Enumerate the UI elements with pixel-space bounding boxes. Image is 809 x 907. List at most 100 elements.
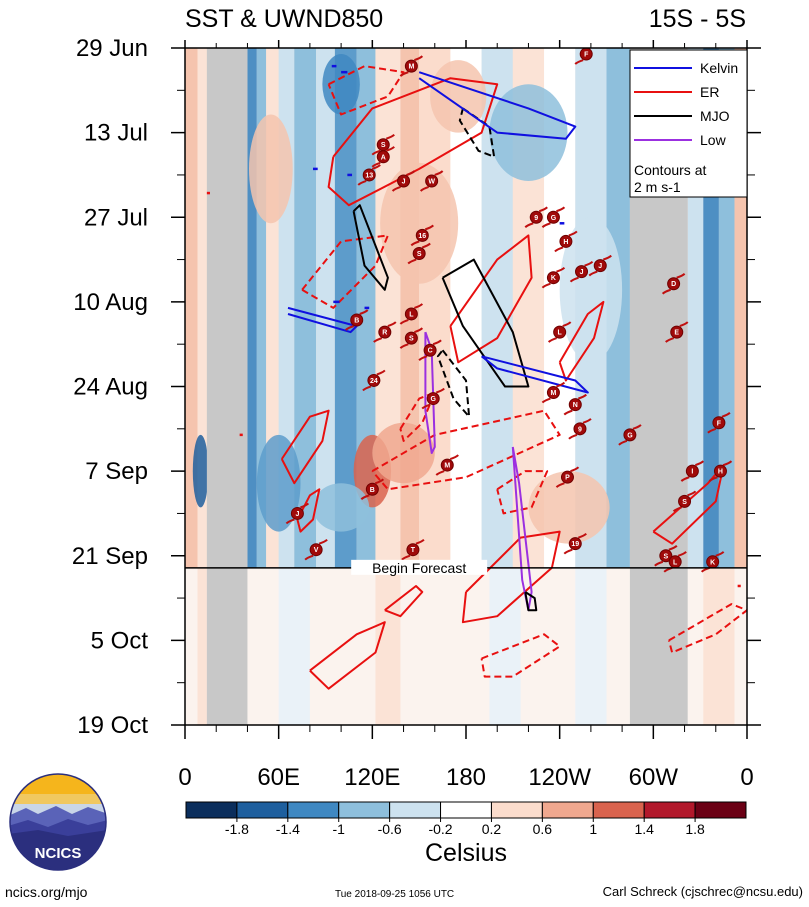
ncics-logo: NCICS (9, 773, 107, 871)
y-tick-label-6: 21 Sep (72, 543, 148, 570)
cyclone-icon (713, 464, 727, 478)
cyclone-id: 19 (571, 541, 579, 548)
cyclone-id: S (409, 336, 414, 343)
forecast-stripe-4 (575, 567, 607, 725)
cyclone-tail-icon (524, 206, 548, 228)
er-contour-12 (496, 470, 549, 515)
cyclone-marker-0: M (399, 55, 424, 77)
cyclone-tail-icon (665, 321, 689, 343)
forecast-stripe-3 (489, 567, 521, 725)
x-tick-label-6: 0 (740, 764, 753, 791)
y-tick-label-7: 5 Oct (91, 627, 149, 654)
cyclone-icon (404, 307, 418, 321)
colorbar-label-9: 1.8 (685, 821, 705, 837)
cyclone-icon (440, 458, 454, 472)
sst-patch-11 (192, 434, 209, 508)
cyclone-icon (568, 537, 582, 551)
cyclone-icon (362, 168, 376, 182)
colorbar-swatch-7 (541, 801, 594, 819)
sst-patch-1 (380, 162, 459, 284)
x-tick-label-2: 120E (344, 764, 400, 791)
x-tick-label-0: 0 (178, 764, 191, 791)
sst-patch-7 (256, 434, 301, 532)
legend: Kelvin ER MJO Low Contours at 2 m s-1 (629, 49, 748, 198)
colorbar-swatch-3 (338, 801, 391, 819)
kelvin-contour-23 (480, 355, 589, 394)
cyclone-icon (670, 325, 684, 339)
cyclone-marker-36: J (285, 502, 310, 525)
cyclone-marker-20: C (418, 339, 442, 361)
y-tick-label-0: 29 Jun (76, 35, 148, 62)
cyclone-id: G (627, 432, 633, 439)
sst-stripe-1 (197, 48, 207, 568)
y-tick-label-2: 27 Jul (84, 204, 148, 231)
er-contour-3 (301, 234, 389, 309)
cyclone-marker-28: G (618, 424, 642, 446)
sst-patch-0 (249, 114, 293, 224)
cyclone-id: E (674, 330, 679, 337)
colorbar-label-5: 0.2 (482, 821, 502, 837)
cyclone-icon (290, 506, 304, 520)
forecast-stripe-5 (703, 567, 735, 725)
cyclone-id: L (558, 330, 563, 337)
cyclone-icon (529, 210, 543, 224)
colorbar-swatch-10 (694, 801, 747, 819)
cyclone-icon (685, 464, 699, 478)
cyclone-id: V (314, 547, 319, 554)
cyclone-icon (546, 210, 560, 224)
cyclone-tail-icon (399, 327, 424, 349)
cyclone-icon (426, 392, 440, 406)
cyclone-marker-37: V (304, 538, 328, 561)
cyclone-tail-icon (708, 460, 733, 482)
cyclone-tail-icon (435, 454, 459, 476)
footer-timestamp-text: Tue 2018-09-25 1056 UTC (335, 889, 455, 900)
cyclone-icon (367, 373, 381, 387)
x-axis: 0 60E 120E 180 120W 60W 0 (178, 40, 754, 791)
legend-note-line2: 2 m s-1 (634, 179, 681, 195)
cyclone-tail-icon (407, 242, 431, 265)
cyclone-id: S (682, 499, 687, 506)
sst-patch-4 (322, 54, 360, 115)
low-contour-25 (511, 446, 533, 612)
cyclone-id: J (295, 511, 299, 518)
colorbar-swatch-2 (287, 801, 340, 819)
kelvin-contour-22 (287, 306, 358, 334)
cyclone-tail-icon (547, 321, 572, 343)
forecast-stripe-0 (197, 567, 207, 725)
cyclone-marker-15: D (661, 272, 686, 295)
cyclone-marker-40: S (654, 545, 678, 567)
cyclone-id: 24 (370, 378, 378, 385)
cyclone-marker-9: 16 (410, 224, 434, 247)
cyclone-icon (623, 428, 637, 442)
cyclone-icon (559, 234, 573, 248)
cyclone-tail-icon (362, 369, 386, 392)
cyclone-marker-13: J (569, 260, 594, 283)
cyclone-tail-icon (391, 170, 416, 192)
legend-label-0: Kelvin (700, 60, 738, 76)
cyclone-tail-icon (680, 460, 705, 482)
footer-author-text: Carl Schreck (cjschrec@ncsu.edu) (602, 884, 803, 899)
cyclone-marker-23: 24 (362, 369, 386, 392)
cyclone-icon (667, 277, 681, 291)
cyclone-id: C (428, 348, 433, 355)
cyclone-tail-icon (661, 272, 686, 295)
logo-text: NCICS (35, 845, 82, 862)
cyclone-tail-icon (569, 260, 594, 283)
cyclone-marker-27: 9 (568, 418, 592, 440)
cyclone-tail-icon (304, 538, 328, 561)
cyclone-id: 9 (578, 426, 582, 433)
footer-website: ncics.org/mjo (5, 884, 87, 900)
sst-patch-3 (559, 217, 623, 363)
cyclone-icon (378, 325, 392, 339)
er-contour-4 (280, 409, 330, 485)
cyclone-tail-icon (707, 412, 731, 434)
cyclone-icon (546, 386, 560, 400)
cyclone-icon (593, 259, 607, 273)
y-tick-label-5: 7 Sep (85, 458, 148, 485)
cyclone-icon (309, 543, 323, 557)
sst-stripe-0 (185, 48, 198, 568)
cyclone-id: 9 (534, 215, 538, 222)
cyclone-id: M (444, 463, 450, 470)
cyclone-tail-icon (421, 387, 445, 410)
